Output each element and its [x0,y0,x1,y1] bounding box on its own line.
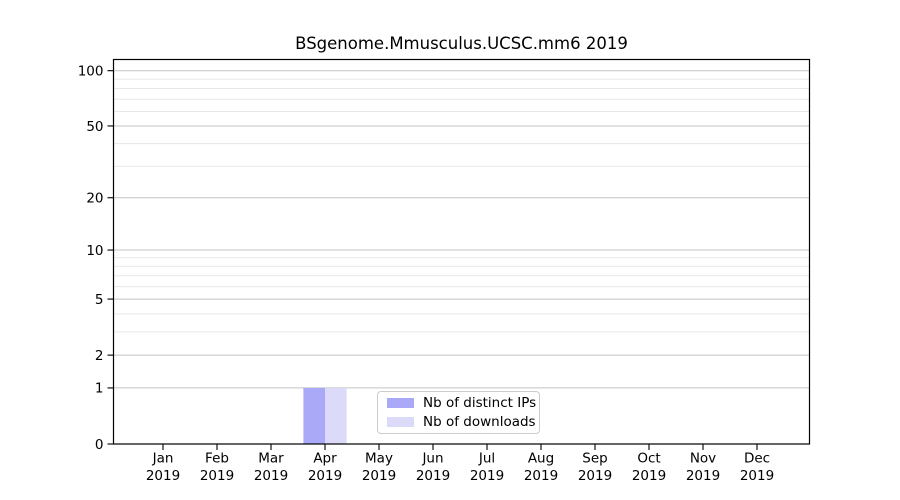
legend-item-downloads: Nb of downloads [387,415,539,429]
bar-downloads [325,387,347,444]
y-tick-label: 10 [86,243,103,259]
x-tick-label: Dec 2019 [740,451,774,485]
x-tick-label: Sep 2019 [578,451,612,485]
y-tick-label: 2 [95,348,104,364]
legend-swatch-distinct-ips [387,398,414,408]
legend-label-distinct-ips: Nb of distinct IPs [423,395,537,411]
x-tick-label: Jul 2019 [470,451,504,485]
legend: Nb of distinct IPs Nb of downloads [377,391,540,434]
chart-title: BSgenome.Mmusculus.UCSC.mm6 2019 [295,34,628,53]
x-tick-label: Jun 2019 [416,451,450,485]
x-tick-label: Mar 2019 [254,451,288,485]
legend-label-downloads: Nb of downloads [423,414,536,430]
y-tick-label: 20 [86,191,103,207]
legend-swatch-downloads [387,417,414,427]
y-tick-label: 5 [95,292,104,308]
x-tick-label: Feb 2019 [200,451,234,485]
x-tick-label: Aug 2019 [524,451,558,485]
x-tick-label: Apr 2019 [308,451,342,485]
x-tick-label: Jan 2019 [146,451,180,485]
x-tick-label: May 2019 [362,451,396,485]
x-tick-label: Nov 2019 [686,451,720,485]
bar-distinct-ips [303,387,325,444]
y-tick-label: 50 [86,119,103,135]
y-tick-label: 0 [95,437,104,453]
y-tick-label: 1 [95,381,104,397]
plot-border [112,58,811,445]
legend-item-distinct-ips: Nb of distinct IPs [387,396,539,410]
x-tick-label: Oct 2019 [632,451,666,485]
y-tick-label: 100 [78,64,104,80]
